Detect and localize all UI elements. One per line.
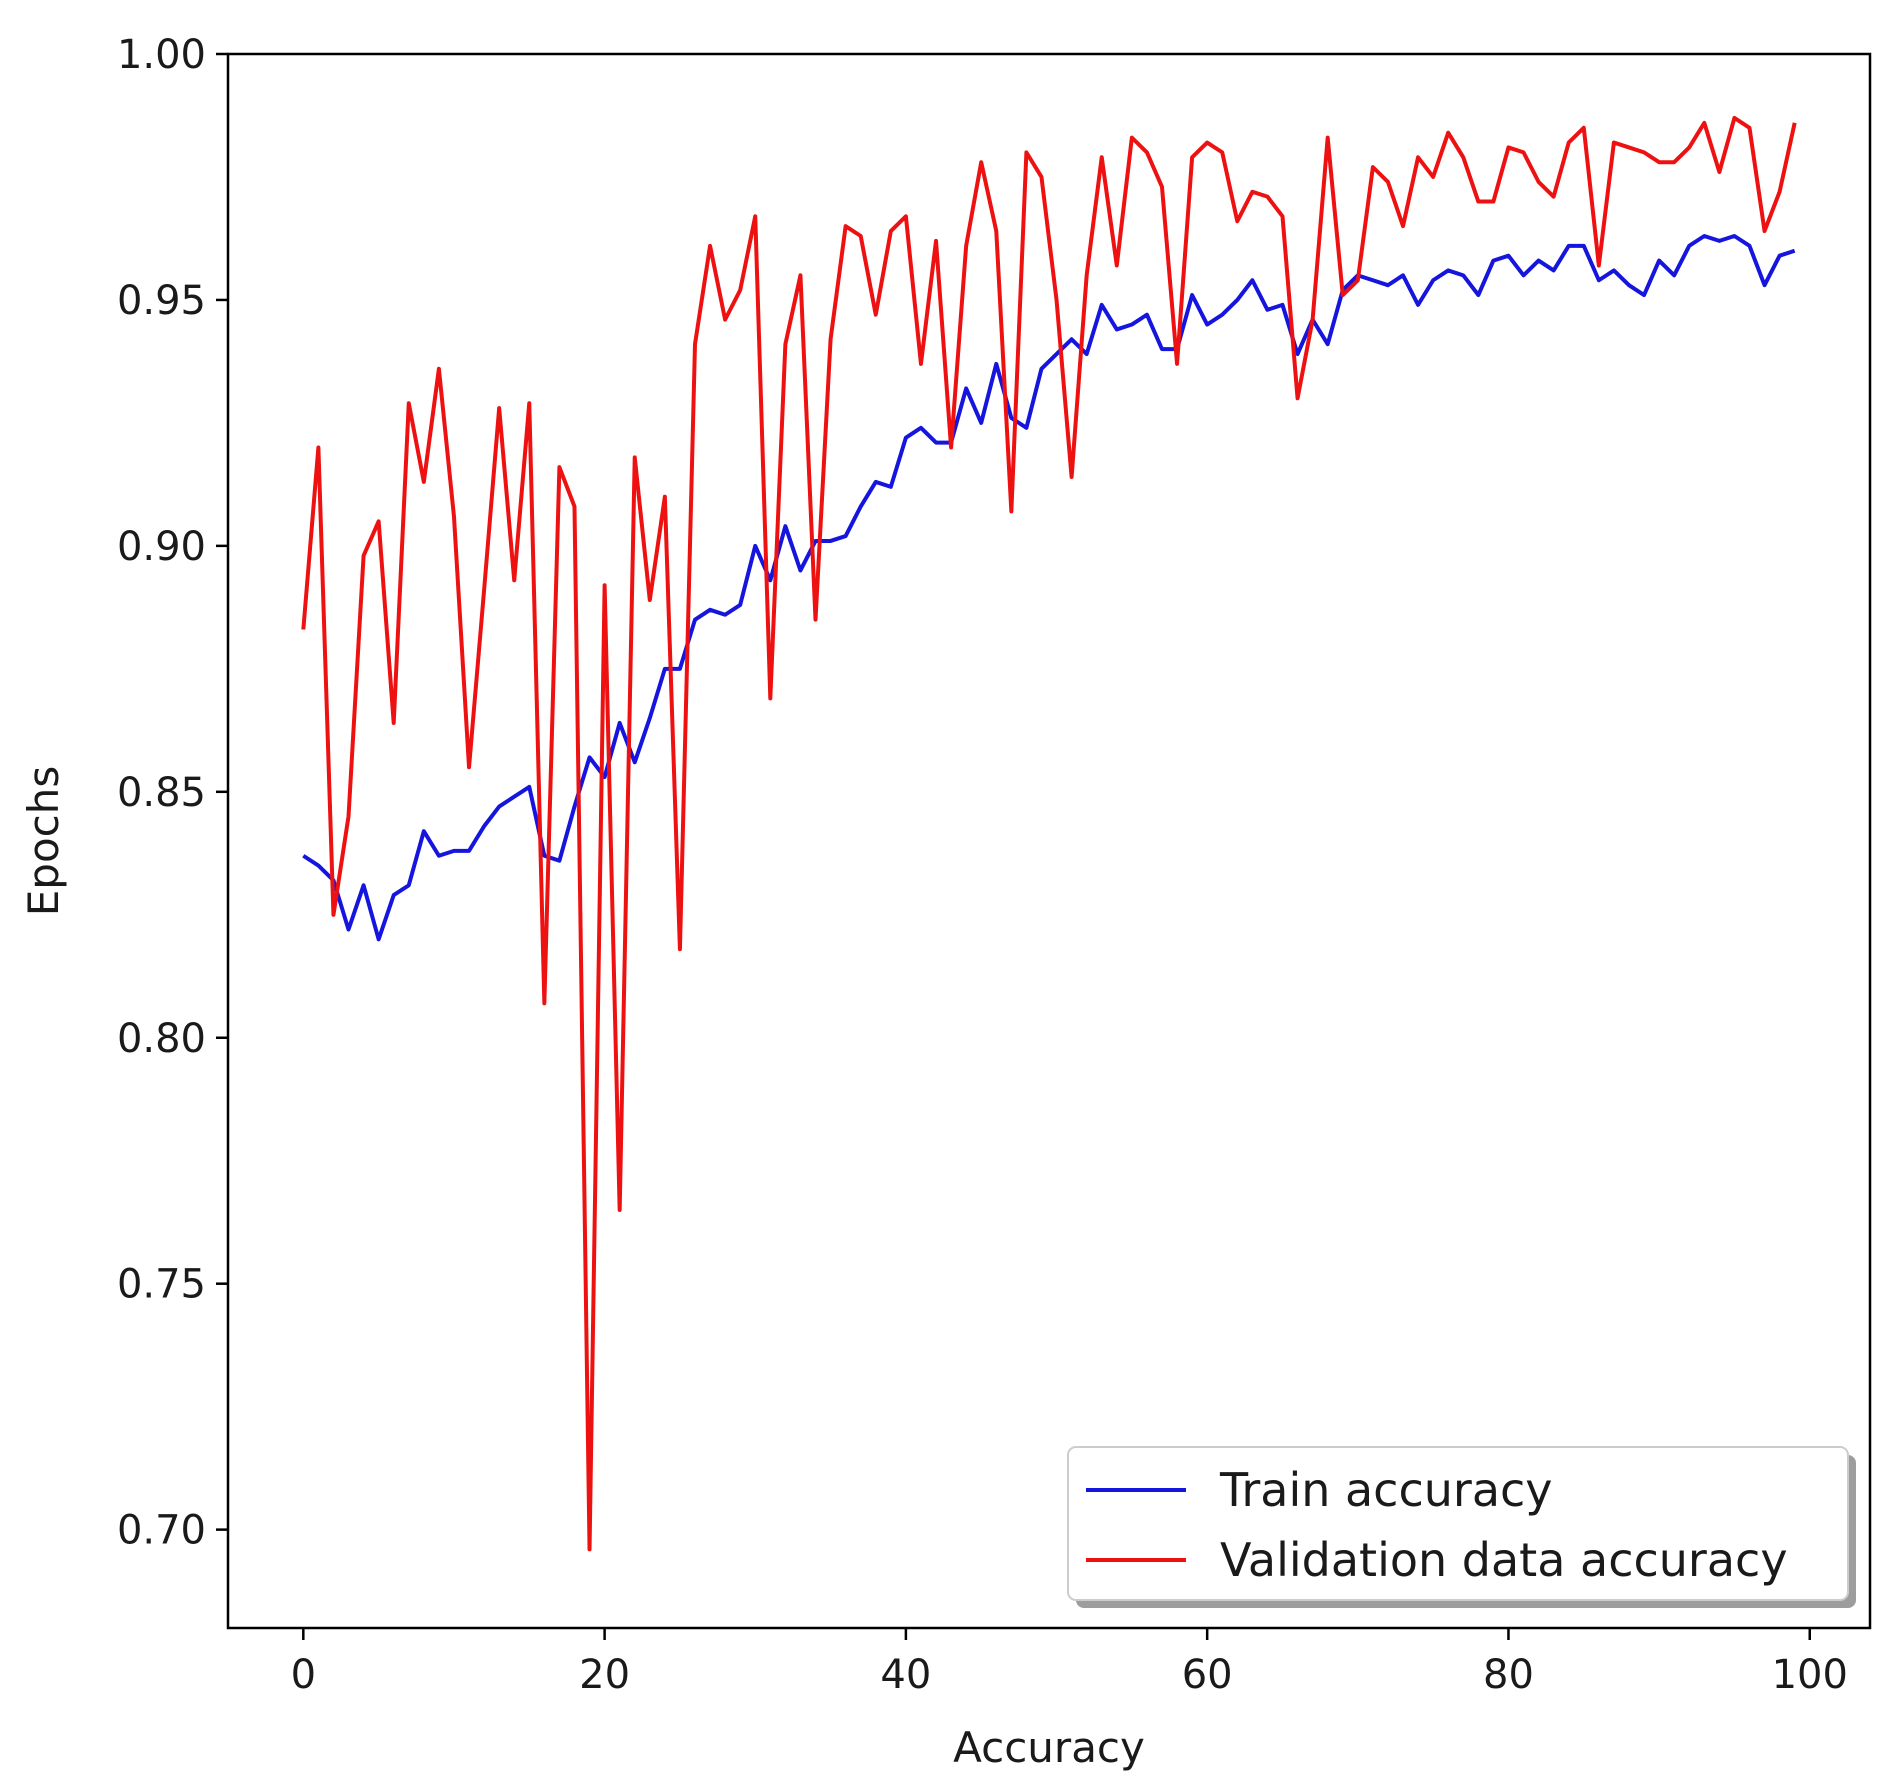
y-axis-label: Epochs — [19, 766, 68, 917]
series-line-train-accuracy — [302, 233, 1796, 942]
y-tick-label: 0.80 — [117, 1016, 206, 1062]
legend-box — [1067, 1446, 1849, 1601]
x-tick-label: 20 — [579, 1652, 630, 1698]
y-tick-label: 0.95 — [117, 278, 206, 324]
y-tick-label: 0.85 — [117, 770, 206, 816]
series-layer — [301, 115, 1797, 1552]
legend: Train accuracy Validation data accuracy — [1067, 1446, 1856, 1608]
y-tick-label: 0.70 — [117, 1508, 206, 1554]
y-tick-label: 1.00 — [117, 32, 206, 78]
x-tick-label: 40 — [880, 1652, 931, 1698]
x-tick-label: 60 — [1182, 1652, 1233, 1698]
plot-frame — [226, 52, 1872, 1630]
x-tick-label: 80 — [1483, 1652, 1534, 1698]
series-line-validation-data-accuracy — [301, 115, 1797, 1552]
x-tick-label: 0 — [291, 1652, 316, 1698]
x-axis-label: Accuracy — [953, 1723, 1145, 1772]
y-tick-label: 0.90 — [117, 524, 206, 570]
legend-entry-label: Train accuracy — [1219, 1463, 1553, 1517]
legend-entry-label: Validation data accuracy — [1220, 1533, 1788, 1587]
y-tick-label: 0.75 — [117, 1262, 206, 1308]
x-tick-label: 100 — [1772, 1652, 1848, 1698]
axes-layer: 0 20 40 60 80 100 0.70 0.75 0.80 0.85 0.90 0.95 1.00… — [19, 32, 1872, 1772]
